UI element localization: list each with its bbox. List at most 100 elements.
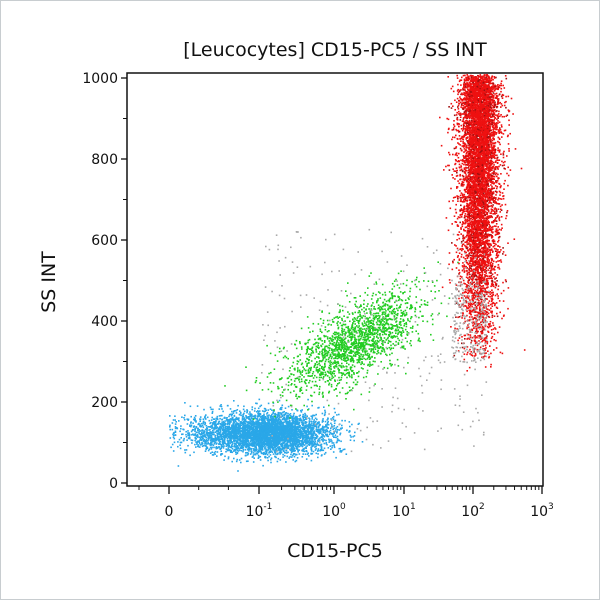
data-point-blue xyxy=(223,445,225,447)
data-point-blue xyxy=(212,454,215,456)
data-point-blue xyxy=(288,437,291,439)
data-point-blue xyxy=(311,429,314,432)
data-point-blue xyxy=(299,437,301,439)
data-point-blue xyxy=(259,405,261,408)
data-point-blue xyxy=(285,442,288,444)
data-point-blue xyxy=(311,445,313,447)
data-point-blue xyxy=(225,448,228,450)
data-point-green xyxy=(334,350,336,352)
data-point-blue xyxy=(214,431,217,433)
data-point-blue xyxy=(269,448,272,451)
data-point-blue xyxy=(210,433,213,435)
data-point-blue xyxy=(230,415,233,417)
data-point-blue xyxy=(210,419,213,421)
data-point-blue xyxy=(248,428,251,430)
data-point-blue xyxy=(187,430,189,432)
data-point-blue xyxy=(296,428,298,430)
data-point-blue xyxy=(220,433,222,436)
data-point-blue xyxy=(180,441,183,444)
data-point-blue xyxy=(268,445,271,448)
data-point-blue xyxy=(294,445,297,447)
data-point-green xyxy=(328,312,331,315)
data-point-green xyxy=(324,360,327,363)
data-point-blue xyxy=(336,425,339,428)
data-point-blue xyxy=(202,429,204,432)
data-point-green xyxy=(348,355,350,357)
data-point-blue xyxy=(286,436,288,439)
data-point-blue xyxy=(255,402,257,405)
data-point-green xyxy=(358,306,361,308)
data-point-blue xyxy=(310,420,313,423)
data-point-green xyxy=(359,333,362,335)
data-point-blue xyxy=(228,441,230,444)
data-point-blue xyxy=(348,430,351,432)
data-point-blue xyxy=(272,440,274,442)
data-point-blue xyxy=(264,421,266,424)
data-point-blue xyxy=(212,422,214,424)
data-point-blue xyxy=(230,419,233,421)
data-point-green xyxy=(334,380,336,382)
data-point-blue xyxy=(204,423,206,426)
data-point-blue xyxy=(246,438,249,441)
data-point-blue xyxy=(255,436,258,439)
data-point-blue xyxy=(236,434,238,437)
data-point-blue xyxy=(202,438,204,440)
data-point-blue xyxy=(329,445,332,447)
data-point-blue xyxy=(259,423,262,425)
data-point-blue xyxy=(179,441,182,444)
data-point-blue xyxy=(227,440,229,443)
data-point-blue xyxy=(311,424,314,427)
data-point-blue xyxy=(265,428,267,431)
data-point-blue xyxy=(287,428,290,430)
data-point-green xyxy=(403,324,405,327)
data-point-green xyxy=(323,340,326,342)
data-point-blue xyxy=(243,441,245,444)
data-point-blue xyxy=(231,441,233,443)
data-point-blue xyxy=(183,437,185,440)
data-point-blue xyxy=(208,429,210,431)
data-point-blue xyxy=(326,430,328,433)
data-point-blue xyxy=(195,420,197,422)
data-point-blue xyxy=(270,458,272,461)
data-point-blue xyxy=(242,433,245,436)
data-point-blue xyxy=(254,437,256,439)
data-point-blue xyxy=(293,441,295,443)
data-point-blue xyxy=(290,437,293,440)
data-point-green xyxy=(342,365,344,367)
data-point-blue xyxy=(181,433,183,436)
data-point-green xyxy=(299,341,301,343)
data-point-blue xyxy=(315,445,317,448)
data-point-blue xyxy=(307,433,310,436)
data-point-blue xyxy=(229,418,232,420)
data-point-blue xyxy=(199,418,202,421)
data-point-blue xyxy=(258,412,260,415)
data-point-blue xyxy=(313,419,315,421)
data-point-blue xyxy=(185,430,187,433)
data-point-blue xyxy=(278,399,281,402)
data-point-blue xyxy=(326,429,328,432)
data-point-blue xyxy=(226,444,228,447)
data-point-blue xyxy=(303,444,306,446)
data-point-blue xyxy=(302,419,305,421)
data-point-green xyxy=(288,375,291,378)
data-point-blue xyxy=(196,405,199,407)
data-point-blue xyxy=(190,421,192,423)
data-point-blue xyxy=(261,442,264,445)
data-point-blue xyxy=(264,408,267,410)
data-point-blue xyxy=(232,432,234,435)
data-point-green xyxy=(390,328,393,330)
data-point-blue xyxy=(302,421,304,423)
data-point-blue xyxy=(174,423,177,425)
data-point-blue xyxy=(171,428,174,431)
data-point-blue xyxy=(186,439,188,441)
data-point-blue xyxy=(195,438,197,440)
data-point-blue xyxy=(288,418,290,420)
data-point-blue xyxy=(248,413,250,415)
data-point-blue xyxy=(244,430,246,432)
data-point-green xyxy=(325,335,327,337)
data-point-blue xyxy=(309,423,311,426)
data-point-blue xyxy=(338,413,340,416)
data-point-green xyxy=(270,390,273,393)
data-point-blue xyxy=(268,425,271,428)
data-point-blue xyxy=(259,433,261,435)
